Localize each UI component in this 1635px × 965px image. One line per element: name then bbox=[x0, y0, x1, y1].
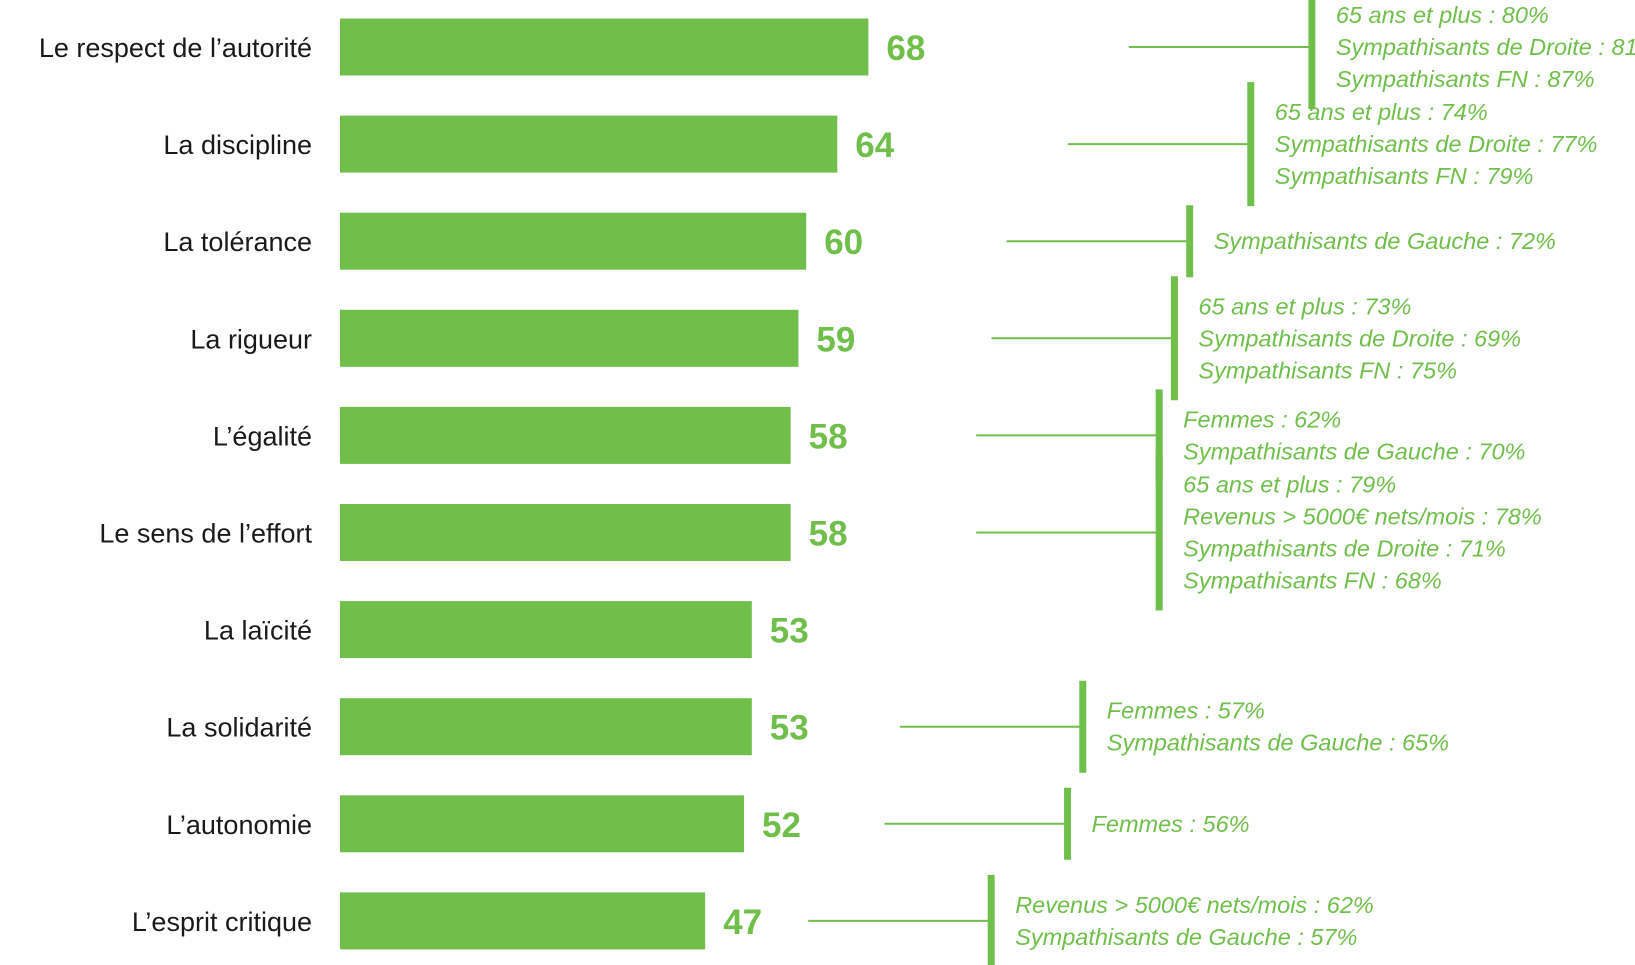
category-label: L’égalité bbox=[213, 421, 312, 451]
annotation-text: Sympathisants de Gauche : 72% bbox=[1214, 228, 1556, 254]
bar bbox=[340, 892, 706, 950]
annotation-text: Femmes : 57% bbox=[1107, 698, 1265, 724]
annotation-text: 65 ans et plus : 80% bbox=[1336, 2, 1549, 28]
bar bbox=[340, 212, 807, 270]
category-label: La discipline bbox=[163, 130, 312, 160]
annotation-text: Sympathisants de Droite : 71% bbox=[1183, 536, 1506, 562]
annotation-text: Revenus > 5000€ nets/mois : 78% bbox=[1183, 504, 1542, 530]
value-label: 58 bbox=[809, 417, 848, 456]
category-label: Le respect de l’autorité bbox=[39, 33, 312, 63]
value-label: 53 bbox=[770, 612, 809, 651]
category-label: La rigueur bbox=[190, 324, 312, 354]
annotation-text: 65 ans et plus : 73% bbox=[1198, 293, 1411, 319]
bar bbox=[340, 18, 869, 76]
annotation-text: Femmes : 56% bbox=[1092, 811, 1250, 837]
bar bbox=[340, 795, 745, 853]
bar bbox=[340, 698, 752, 756]
annotation-text: Sympathisants FN : 87% bbox=[1336, 66, 1595, 92]
value-label: 53 bbox=[770, 709, 809, 748]
value-label: 52 bbox=[762, 806, 801, 845]
bar bbox=[340, 504, 791, 561]
bar bbox=[340, 309, 799, 367]
value-label: 68 bbox=[886, 29, 925, 68]
bar bbox=[340, 406, 791, 464]
annotation-text: Sympathisants de Droite : 81% bbox=[1336, 34, 1635, 60]
annotation-text: Sympathisants de Droite : 77% bbox=[1275, 131, 1598, 157]
category-label: L’esprit critique bbox=[132, 907, 312, 937]
category-label: La laïcité bbox=[204, 616, 312, 646]
bar bbox=[340, 601, 752, 659]
category-label: Le sens de l’effort bbox=[99, 519, 312, 549]
value-label: 60 bbox=[824, 223, 863, 262]
annotation-text: Sympathisants de Gauche : 70% bbox=[1183, 438, 1525, 464]
annotation-text: Sympathisants de Gauche : 57% bbox=[1015, 924, 1357, 950]
category-label: La tolérance bbox=[163, 227, 312, 257]
annotation-text: 65 ans et plus : 79% bbox=[1183, 472, 1396, 498]
annotation-text: 65 ans et plus : 74% bbox=[1275, 99, 1488, 125]
annotation-text: Sympathisants FN : 79% bbox=[1275, 163, 1534, 189]
bar bbox=[340, 115, 838, 173]
category-label: L’autonomie bbox=[166, 810, 312, 840]
category-label: La solidarité bbox=[166, 713, 312, 743]
annotation-text: Revenus > 5000€ nets/mois : 62% bbox=[1015, 892, 1374, 918]
value-label: 47 bbox=[723, 903, 762, 942]
value-label: 58 bbox=[809, 515, 848, 554]
annotation-text: Sympathisants de Droite : 69% bbox=[1198, 325, 1521, 351]
value-label: 64 bbox=[855, 126, 894, 165]
annotation-text: Femmes : 62% bbox=[1183, 406, 1341, 432]
annotation-text: Sympathisants FN : 75% bbox=[1198, 357, 1457, 383]
annotation-text: Sympathisants FN : 68% bbox=[1183, 568, 1442, 594]
annotation-text: Sympathisants de Gauche : 65% bbox=[1107, 730, 1449, 756]
value-label: 59 bbox=[816, 320, 855, 359]
